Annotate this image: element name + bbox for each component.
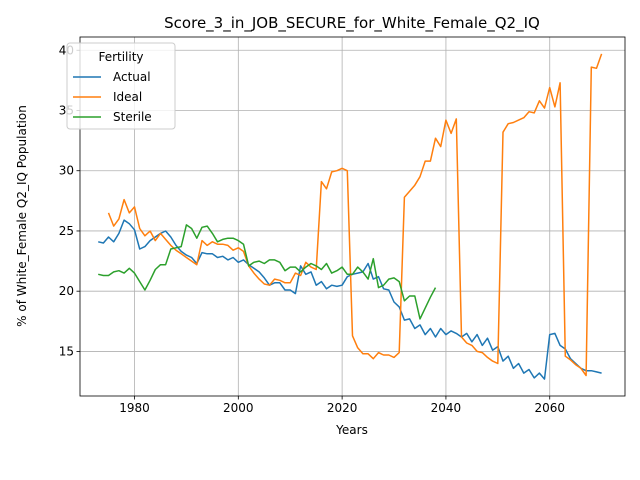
x-axis-label: Years <box>335 423 368 437</box>
legend-item-actual: Actual <box>73 70 151 84</box>
legend-entries: Actual Ideal Sterile <box>73 70 152 124</box>
grid <box>80 37 625 396</box>
x-tick-label: 1980 <box>119 401 150 415</box>
legend-box <box>66 42 176 130</box>
x-tick-label: 2000 <box>223 401 254 415</box>
legend-label: Actual <box>113 70 151 84</box>
y-tick-label: 15 <box>59 344 74 358</box>
x-axis-ticks: 1980 2000 2020 2040 2060 <box>119 396 565 415</box>
series-lines <box>98 53 603 380</box>
x-tick-label: 2040 <box>431 401 462 415</box>
y-tick-label: 25 <box>59 224 74 238</box>
y-tick-label: 20 <box>59 284 74 298</box>
legend-item-ideal: Ideal <box>73 90 142 104</box>
legend-label: Ideal <box>113 90 142 104</box>
y-tick-label: 30 <box>59 164 74 178</box>
plot-frame <box>79 36 626 397</box>
x-tick-label: 2060 <box>534 401 565 415</box>
x-tick-label: 2020 <box>327 401 358 415</box>
legend-item-sterile: Sterile <box>73 110 152 124</box>
legend-title: Fertility <box>98 50 143 64</box>
chart-title: Score_3_in_JOB_SECURE_for_White_Female_Q… <box>164 14 540 33</box>
y-axis-label: % of White_Female Q2_IQ Population <box>15 105 29 327</box>
series-line-sterile <box>98 224 437 320</box>
series-line-ideal <box>107 53 603 377</box>
legend: Fertility Actual Ideal Sterile <box>66 42 176 130</box>
legend-label: Sterile <box>113 110 152 124</box>
